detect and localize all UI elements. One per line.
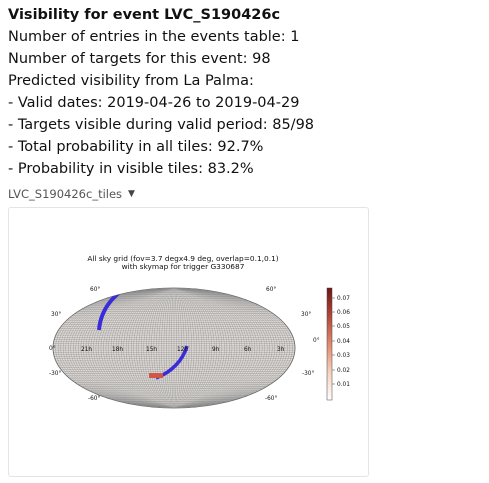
ra-label-3h: 3h: [277, 347, 285, 353]
ra-label-9h: 9h: [212, 347, 220, 353]
probability-hotspot: [149, 373, 163, 378]
colorbar-tick-0.03: 0.03: [337, 353, 350, 359]
entries-count-line: Number of entries in the events table: 1: [8, 26, 314, 48]
dec-label-60s-right: -60°: [265, 396, 277, 402]
colorbar-tick-0.05: 0.05: [337, 324, 350, 330]
tiles-dropdown-label: LVC_S190426c_tiles: [8, 187, 122, 201]
dec-label-60n-left: 60°: [90, 287, 100, 293]
dec-label-30s-right: -30°: [302, 371, 314, 377]
caret-down-icon: ▼: [128, 189, 135, 199]
visibility-site-line: Predicted visibility from La Palma:: [8, 70, 314, 92]
colorbar: [327, 288, 332, 400]
event-title: Visibility for event LVC_S190426c: [8, 4, 314, 26]
dec-label-0-left: 0°: [49, 346, 56, 352]
total-probability-line: - Total probability in all tiles: 92.7%: [8, 136, 314, 158]
visible-probability-line: - Probability in visible tiles: 83.2%: [8, 158, 314, 180]
dec-label-60s-left: -60°: [88, 396, 100, 402]
targets-count-line: Number of targets for this event: 98: [8, 48, 314, 70]
plot-title-line2: with skymap for trigger G330687: [122, 262, 245, 271]
dec-label-60n-right: 60°: [266, 287, 276, 293]
dec-label-0-right: 0°: [313, 338, 320, 344]
colorbar-tick-0.06: 0.06: [337, 310, 350, 316]
plot-panel: All sky grid (fov=3.7 degx4.9 deg, overl…: [8, 207, 369, 477]
dec-label-30n-right: 30°: [301, 312, 311, 318]
tiles-dropdown[interactable]: LVC_S190426c_tiles ▼: [8, 187, 135, 201]
ra-label-18h: 18h: [112, 347, 123, 353]
visible-targets-line: - Targets visible during valid period: 8…: [8, 114, 314, 136]
valid-dates-line: - Valid dates: 2019-04-26 to 2019-04-29: [8, 92, 314, 114]
colorbar-ticks: [332, 298, 335, 384]
ra-label-12h: 12h: [177, 347, 188, 353]
colorbar-tick-0.04: 0.04: [337, 339, 350, 345]
skymap-plot: All sky grid (fov=3.7 degx4.9 deg, overl…: [9, 208, 368, 476]
colorbar-tick-0.01: 0.01: [337, 382, 350, 388]
colorbar-tick-0.07: 0.07: [337, 296, 350, 302]
ra-label-21h: 21h: [81, 347, 92, 353]
colorbar-tick-0.02: 0.02: [337, 368, 350, 374]
ra-label-15h: 15h: [146, 347, 157, 353]
dec-label-30s-left: -30°: [49, 371, 61, 377]
event-summary: Visibility for event LVC_S190426c Number…: [8, 4, 314, 180]
ra-label-6h: 6h: [244, 347, 252, 353]
dec-label-30n-left: 30°: [51, 312, 61, 318]
